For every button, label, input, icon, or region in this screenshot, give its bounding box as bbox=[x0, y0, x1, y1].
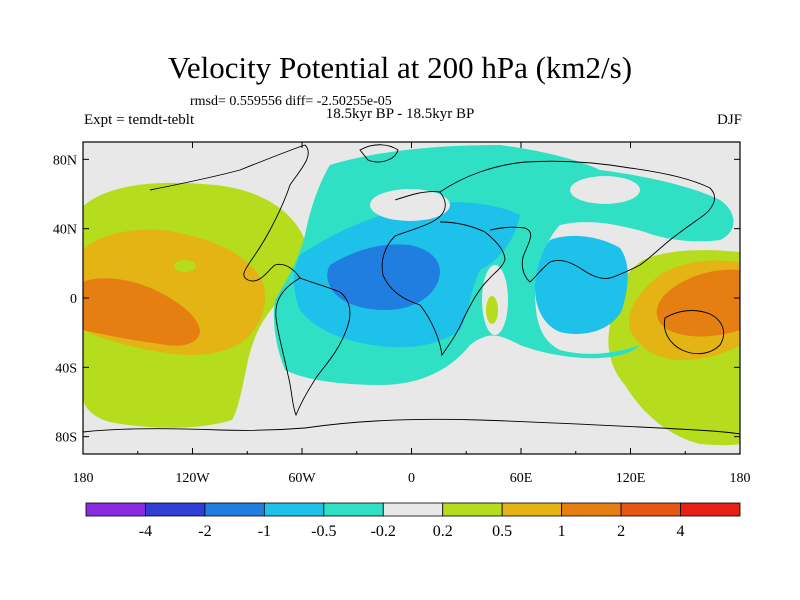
colorbar-label: 2 bbox=[617, 523, 625, 540]
contour-madagascar-pos bbox=[486, 296, 498, 324]
map-title: Velocity Potential at 200 hPa (km2/s) bbox=[167, 50, 633, 85]
stats-line: rmsd= 0.559556 diff= -2.50255e-05 bbox=[190, 94, 392, 109]
colorbar-swatch bbox=[263, 502, 325, 517]
colorbar-label: -4 bbox=[139, 523, 152, 540]
colorbar-label: 0.5 bbox=[492, 523, 512, 540]
experiment-label: Expt = temdt-teblt bbox=[84, 112, 195, 128]
colorbar-swatch bbox=[145, 502, 206, 517]
colorbar-swatch bbox=[85, 502, 146, 517]
contour-pacific-1 bbox=[83, 278, 200, 346]
lat-tick-label: 80S bbox=[55, 431, 77, 446]
lon-tick-label: 60W bbox=[288, 471, 316, 486]
lon-tick-label: 120W bbox=[175, 471, 210, 486]
colorbar-label: 1 bbox=[558, 523, 566, 540]
contour-neutral-hole-europe bbox=[370, 189, 450, 221]
contour-indian-neg-0.5 bbox=[535, 235, 628, 334]
contour-fields bbox=[83, 144, 740, 446]
colorbar-label: -2 bbox=[198, 523, 211, 540]
colorbar-swatch bbox=[323, 502, 384, 517]
latitude-axis: 80N 40N 0 40S 80S bbox=[53, 153, 740, 446]
lat-tick-label: 0 bbox=[70, 292, 77, 307]
colorbar-swatch bbox=[382, 502, 444, 517]
colorbar-swatch bbox=[561, 502, 622, 517]
colorbar-label: -0.5 bbox=[311, 523, 336, 540]
colorbar: -4 -2 -1 -0.5 -0.2 0.2 0.5 1 2 4 bbox=[85, 502, 741, 540]
coastlines bbox=[83, 144, 740, 435]
colorbar-swatch bbox=[680, 502, 741, 517]
lat-tick-label: 40N bbox=[53, 223, 77, 238]
colorbar-swatch bbox=[620, 502, 681, 517]
season-label: DJF bbox=[716, 112, 742, 128]
colorbar-swatch bbox=[204, 502, 265, 517]
lon-tick-label: 120E bbox=[616, 471, 646, 486]
lon-tick-label: 0 bbox=[408, 471, 415, 486]
lon-tick-label: 60E bbox=[510, 471, 533, 486]
colorbar-swatch bbox=[442, 502, 503, 517]
colorbar-label: -1 bbox=[258, 523, 271, 540]
colorbar-label: 0.2 bbox=[433, 523, 453, 540]
contour-pacific-hole bbox=[174, 260, 196, 272]
contour-neutral-hole-siberia bbox=[570, 176, 640, 204]
lat-tick-label: 40S bbox=[55, 361, 77, 376]
lon-tick-label: 180 bbox=[73, 471, 94, 486]
colorbar-swatch bbox=[501, 502, 563, 517]
longitude-axis: 180 120W 60W 0 60E 120E 180 bbox=[73, 142, 751, 486]
contour-wpac-1 bbox=[656, 269, 740, 337]
map-subtitle: 18.5kyr BP - 18.5kyr BP bbox=[325, 106, 475, 122]
colorbar-label: -0.2 bbox=[371, 523, 396, 540]
lat-tick-label: 80N bbox=[53, 153, 77, 168]
lon-tick-label: 180 bbox=[730, 471, 751, 486]
colorbar-label: 4 bbox=[677, 523, 685, 540]
